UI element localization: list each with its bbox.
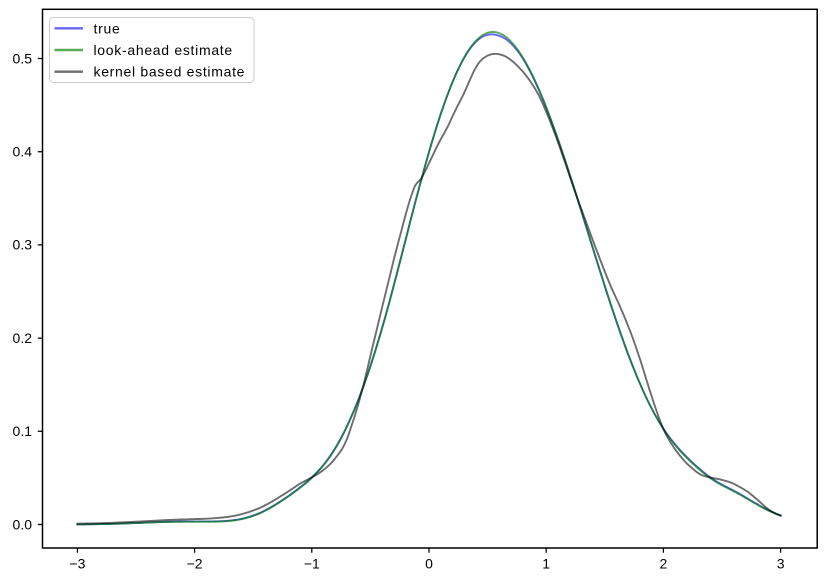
svg-text:kernel based estimate: kernel based estimate xyxy=(94,64,246,80)
svg-text:0.0: 0.0 xyxy=(13,516,33,532)
svg-text:3: 3 xyxy=(777,556,785,572)
svg-text:0.4: 0.4 xyxy=(13,144,33,160)
svg-text:−1: −1 xyxy=(304,556,320,572)
svg-text:0.3: 0.3 xyxy=(13,237,33,253)
svg-text:1: 1 xyxy=(542,556,550,572)
svg-text:0: 0 xyxy=(425,556,433,572)
svg-text:0.2: 0.2 xyxy=(13,330,33,346)
svg-text:0.1: 0.1 xyxy=(13,423,33,439)
svg-text:−2: −2 xyxy=(187,556,203,572)
svg-text:look-ahead estimate: look-ahead estimate xyxy=(94,42,233,58)
svg-text:2: 2 xyxy=(660,556,668,572)
svg-text:0.5: 0.5 xyxy=(13,50,33,66)
svg-text:true: true xyxy=(94,20,121,36)
svg-text:−3: −3 xyxy=(69,556,85,572)
